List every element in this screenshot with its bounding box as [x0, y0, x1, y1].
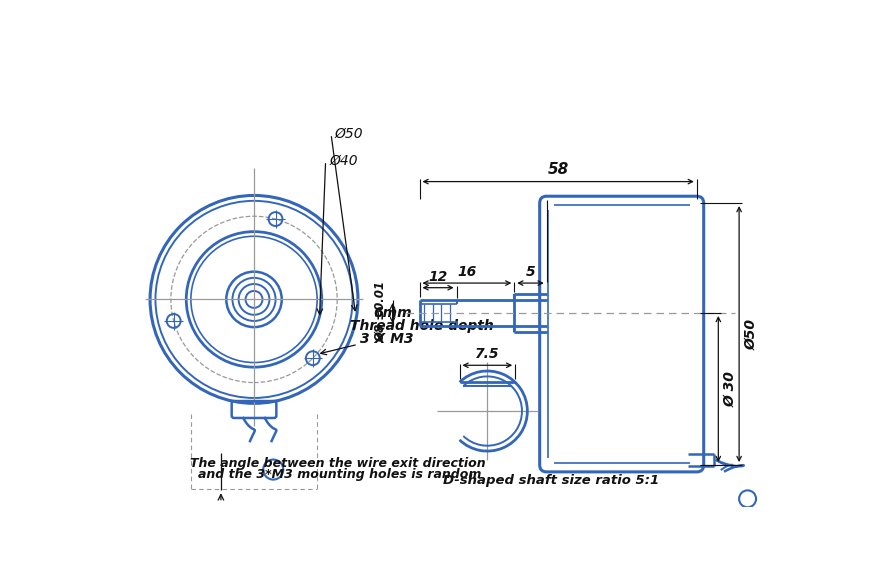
Text: 5: 5	[526, 265, 536, 279]
Text: Ø 30: Ø 30	[724, 371, 738, 407]
Text: Ø8 ±0.01: Ø8 ±0.01	[374, 281, 388, 342]
Text: 16: 16	[458, 265, 477, 279]
Text: 6mm: 6mm	[374, 307, 412, 320]
Text: Ø50: Ø50	[745, 319, 759, 349]
Text: 7.5: 7.5	[475, 347, 500, 361]
Text: 12: 12	[429, 270, 448, 284]
Text: and the 3*M3 mounting holes is random: and the 3*M3 mounting holes is random	[198, 468, 481, 481]
Text: D-shaped shaft size ratio 5:1: D-shaped shaft size ratio 5:1	[443, 474, 659, 487]
Text: Ø50: Ø50	[335, 127, 363, 141]
Text: 3 X M3: 3 X M3	[360, 332, 414, 346]
Text: 58: 58	[548, 162, 569, 177]
Text: The angle between the wire exit direction: The angle between the wire exit directio…	[190, 457, 486, 470]
Text: Ø40: Ø40	[330, 154, 358, 168]
Text: Thread hole depth: Thread hole depth	[350, 319, 494, 333]
